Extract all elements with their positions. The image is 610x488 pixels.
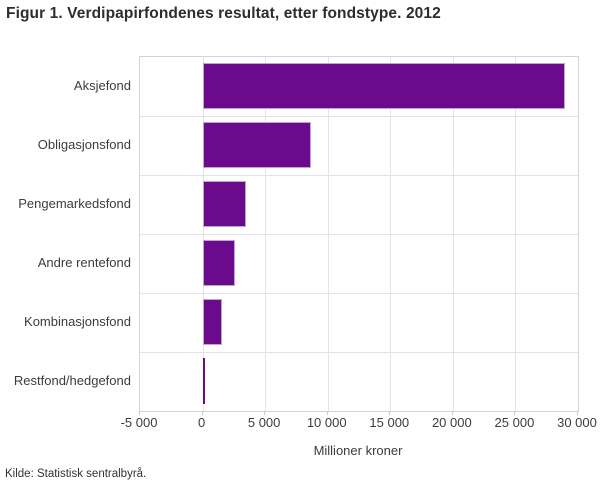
gridline-vertical: [390, 57, 392, 411]
x-tick-label: 5 000: [247, 415, 281, 430]
gridline-horizontal: [140, 175, 578, 176]
x-tick-label: 30 000: [557, 415, 597, 430]
plot-area: [139, 56, 579, 412]
gridline-vertical: [515, 57, 517, 411]
source-note: Kilde: Statistisk sentralbyrå.: [5, 468, 147, 480]
bar: [202, 181, 247, 227]
bar: [202, 299, 222, 345]
bar: [202, 358, 205, 404]
bar: [202, 63, 566, 109]
gridline-horizontal: [140, 234, 578, 235]
x-tick-mark: [451, 411, 453, 415]
x-axis-label: Millioner kroner: [313, 443, 403, 458]
figure-title: Figur 1. Verdipapirfondenes resultat, et…: [6, 5, 441, 22]
x-tick-mark: [514, 411, 516, 415]
category-label: Aksjefond: [73, 78, 131, 93]
x-tick-label: 20 000: [431, 415, 472, 430]
bar: [202, 240, 236, 286]
category-label: Kombinasjonsfond: [24, 314, 131, 329]
x-tick-label: 10 000: [306, 415, 347, 430]
gridline-vertical: [327, 57, 329, 411]
gridline-vertical: [452, 57, 454, 411]
gridline-vertical: [202, 57, 204, 411]
gridline-vertical: [265, 57, 267, 411]
x-tick-label: -5 000: [120, 415, 158, 430]
gridline-horizontal: [140, 352, 578, 353]
x-tick-label: 25 000: [494, 415, 535, 430]
x-tick-mark: [201, 411, 203, 415]
category-label: Pengemarkedsfond: [18, 196, 131, 211]
x-tick-label: 0: [197, 415, 206, 430]
x-tick-mark: [326, 411, 328, 415]
x-tick-mark: [577, 411, 578, 415]
category-label: Andre rentefond: [37, 255, 131, 270]
gridline-horizontal: [140, 116, 578, 117]
category-label: Restfond/hedgefond: [13, 373, 131, 388]
x-tick-mark: [389, 411, 391, 415]
gridline-horizontal: [140, 293, 578, 294]
bar: [202, 122, 312, 168]
x-tick-label: 15 000: [369, 415, 410, 430]
category-label: Obligasjonsfond: [37, 137, 131, 152]
x-tick-mark: [264, 411, 266, 415]
x-tick-mark: [139, 411, 140, 415]
